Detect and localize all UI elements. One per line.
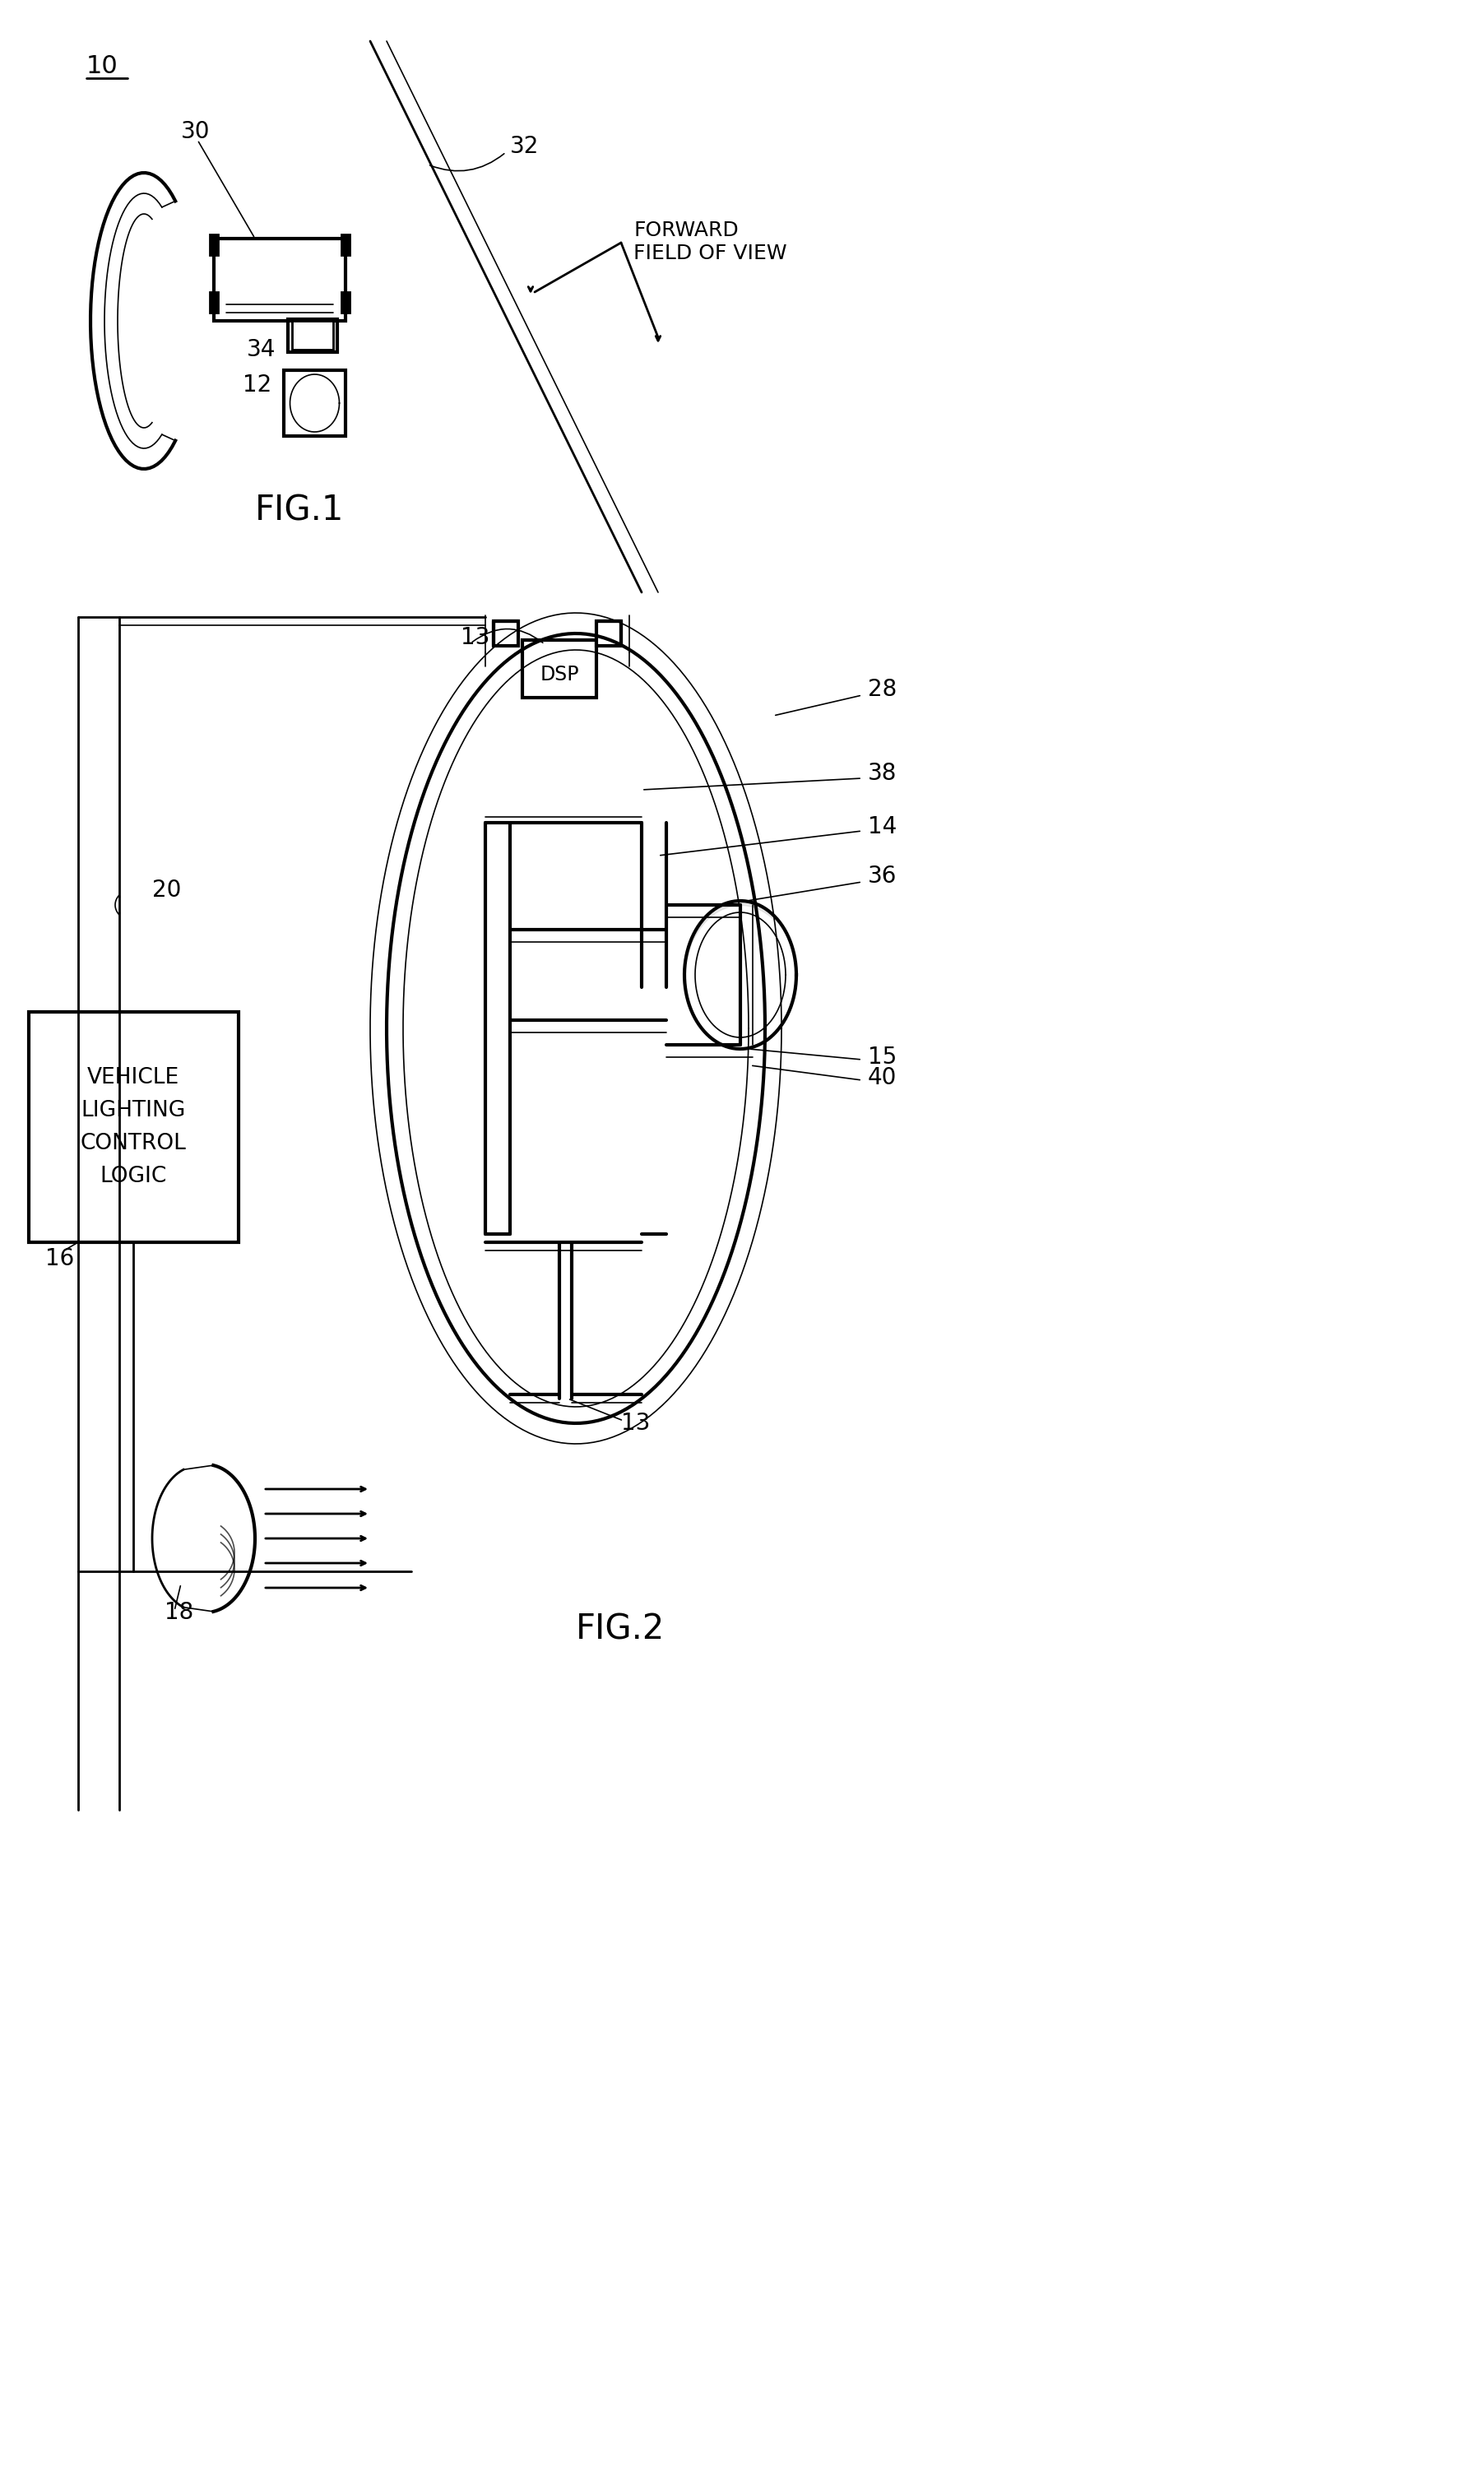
Bar bbox=[292, 321, 334, 349]
Text: 18: 18 bbox=[165, 1600, 193, 1625]
Bar bbox=[288, 319, 337, 351]
Bar bbox=[214, 237, 346, 321]
Text: FIG.2: FIG.2 bbox=[576, 1612, 665, 1647]
Bar bbox=[522, 641, 597, 697]
Text: FORWARD: FORWARD bbox=[634, 220, 739, 240]
Text: CONTROL: CONTROL bbox=[80, 1133, 187, 1155]
Text: 10: 10 bbox=[86, 54, 119, 77]
Bar bbox=[209, 235, 218, 255]
Text: 34: 34 bbox=[246, 339, 276, 361]
Bar bbox=[283, 371, 346, 435]
Text: LOGIC: LOGIC bbox=[99, 1165, 166, 1187]
Text: FIELD OF VIEW: FIELD OF VIEW bbox=[634, 242, 787, 262]
Text: FIG.1: FIG.1 bbox=[255, 492, 344, 527]
Text: 38: 38 bbox=[868, 762, 896, 784]
Text: 12: 12 bbox=[243, 373, 272, 396]
Bar bbox=[341, 292, 350, 312]
Text: 16: 16 bbox=[45, 1246, 74, 1271]
Text: 14: 14 bbox=[868, 816, 896, 838]
Text: 15: 15 bbox=[868, 1046, 896, 1068]
Text: DSP: DSP bbox=[540, 665, 579, 685]
Text: 13: 13 bbox=[622, 1412, 650, 1434]
Bar bbox=[341, 235, 350, 255]
Text: 40: 40 bbox=[868, 1066, 896, 1088]
Text: 30: 30 bbox=[181, 121, 211, 143]
Bar bbox=[209, 292, 218, 312]
Text: 28: 28 bbox=[868, 678, 896, 700]
Text: 13: 13 bbox=[460, 626, 490, 648]
Text: VEHICLE: VEHICLE bbox=[88, 1066, 180, 1088]
Text: LIGHTING: LIGHTING bbox=[82, 1100, 186, 1120]
Text: 36: 36 bbox=[868, 866, 896, 888]
Text: 20: 20 bbox=[153, 878, 181, 903]
Text: 32: 32 bbox=[510, 136, 539, 158]
Bar bbox=[28, 1011, 239, 1241]
Bar bbox=[494, 621, 518, 645]
Bar bbox=[597, 621, 622, 645]
